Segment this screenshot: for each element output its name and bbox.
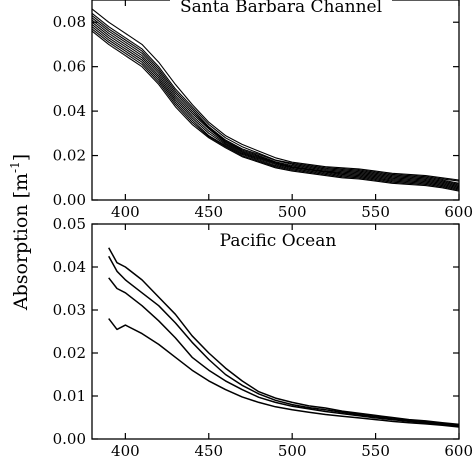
x-tick-label: 450 (194, 203, 223, 221)
y-axis-ticks-bottom: 0.00 0.01 0.02 0.03 0.04 0.05 (53, 215, 459, 448)
y-tick-label: 0.05 (53, 215, 86, 233)
y-tick-label: 0.04 (53, 102, 86, 120)
x-tick-label: 400 (111, 203, 140, 221)
x-tick-label: 400 (111, 442, 140, 460)
plot-frame-top (91, 0, 460, 201)
x-tick-label: 450 (194, 442, 223, 460)
y-axis-ticks-top: 0.00 0.02 0.04 0.06 0.08 (53, 13, 459, 209)
x-axis-ticks-bottom: 400 450 500 550 600 (111, 224, 473, 460)
series-line-top-10 (91, 30, 460, 192)
series-line-top-7 (91, 23, 460, 189)
series-line-top-3 (91, 15, 460, 184)
x-tick-label: 600 (444, 203, 473, 221)
chart-title-pacific-ocean: Pacific Ocean (220, 231, 337, 251)
y-tick-label: 0.00 (53, 191, 86, 209)
y-tick-label: 0.02 (53, 147, 86, 165)
series-line-top-6 (91, 21, 460, 188)
x-tick-label: 500 (278, 203, 307, 221)
series-group-santa-barbara (91, 8, 460, 192)
x-tick-label: 500 (278, 442, 307, 460)
series-line-top-8 (91, 26, 460, 190)
series-line-bottom-2 (108, 255, 460, 426)
title-backdrop-top (170, 0, 392, 18)
panel-pacific-ocean: 0.00 0.01 0.02 0.03 0.04 0.05 400 450 500 550 600… (53, 215, 473, 460)
x-tick-label: 600 (444, 442, 473, 460)
y-tick-label: 0.04 (53, 258, 86, 276)
panel-santa-barbara: 0.00 0.02 0.04 0.06 0.08 400 450 500 550 600 San… (53, 0, 473, 221)
series-line-top-9 (91, 28, 460, 191)
series-group-pacific-ocean (108, 247, 460, 428)
y-tick-label: 0.08 (53, 13, 86, 31)
y-tick-label: 0.00 (53, 430, 86, 448)
y-axis-label-superscript: -1 (8, 161, 22, 173)
series-line-top-4 (91, 17, 460, 185)
y-tick-label: 0.02 (53, 344, 86, 362)
y-axis-label-text: Absorption [m (10, 173, 32, 311)
x-axis-ticks-top: 400 450 500 550 600 (111, 0, 473, 221)
x-tick-label: 550 (361, 442, 390, 460)
plot-frame-bottom (91, 223, 460, 440)
y-axis-label: Absorption [m-1] (8, 154, 32, 311)
y-tick-label: 0.01 (53, 387, 86, 405)
y-tick-label: 0.03 (53, 301, 86, 319)
y-axis-label-close: ] (10, 154, 32, 161)
series-line-top-5 (91, 19, 460, 187)
series-line-bottom-3 (108, 277, 460, 427)
series-line-top-1 (91, 8, 460, 181)
x-tick-label: 550 (361, 203, 390, 221)
series-line-bottom-1 (108, 247, 460, 426)
chart-title-santa-barbara: Santa Barbara Channel (180, 0, 382, 17)
series-line-bottom-4 (108, 318, 460, 428)
y-tick-label: 0.06 (53, 58, 86, 76)
series-line-top-2 (91, 12, 460, 182)
